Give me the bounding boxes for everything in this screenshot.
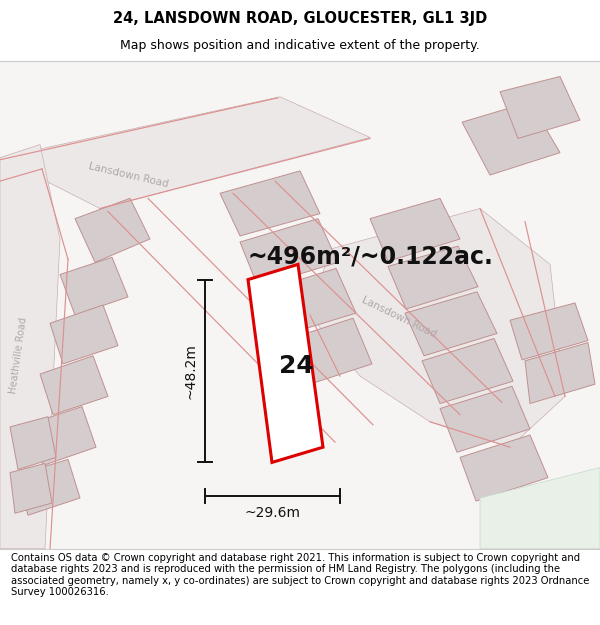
Polygon shape [0,144,60,549]
Polygon shape [18,459,80,515]
Polygon shape [422,339,513,404]
Text: 24, LANSDOWN ROAD, GLOUCESTER, GL1 3JD: 24, LANSDOWN ROAD, GLOUCESTER, GL1 3JD [113,11,487,26]
Text: 24: 24 [278,354,313,378]
Polygon shape [275,318,372,389]
Polygon shape [220,171,320,236]
Text: ~496m²/~0.122ac.: ~496m²/~0.122ac. [248,244,494,268]
Polygon shape [500,76,580,138]
Text: Contains OS data © Crown copyright and database right 2021. This information is : Contains OS data © Crown copyright and d… [11,552,589,598]
Polygon shape [60,258,128,315]
Text: Lansdown Road: Lansdown Road [88,161,170,189]
Polygon shape [50,305,118,364]
Polygon shape [460,435,548,501]
Text: ~29.6m: ~29.6m [245,506,301,520]
Polygon shape [240,219,338,287]
Text: Heathville Road: Heathville Road [8,317,28,394]
Polygon shape [10,417,56,469]
Polygon shape [10,464,52,513]
Polygon shape [248,264,323,462]
Polygon shape [480,468,600,549]
Polygon shape [525,342,595,404]
Text: Map shows position and indicative extent of the property.: Map shows position and indicative extent… [120,39,480,52]
Text: ~48.2m: ~48.2m [184,343,198,399]
Polygon shape [462,102,560,175]
Polygon shape [405,292,497,356]
Polygon shape [258,269,356,338]
Polygon shape [40,356,108,415]
Polygon shape [310,209,565,448]
Polygon shape [388,246,478,309]
Polygon shape [30,406,96,466]
Text: Lansdown Road: Lansdown Road [360,295,438,339]
Polygon shape [440,386,530,452]
Polygon shape [510,303,588,360]
Polygon shape [0,97,370,209]
Polygon shape [370,198,460,261]
Polygon shape [75,198,150,262]
